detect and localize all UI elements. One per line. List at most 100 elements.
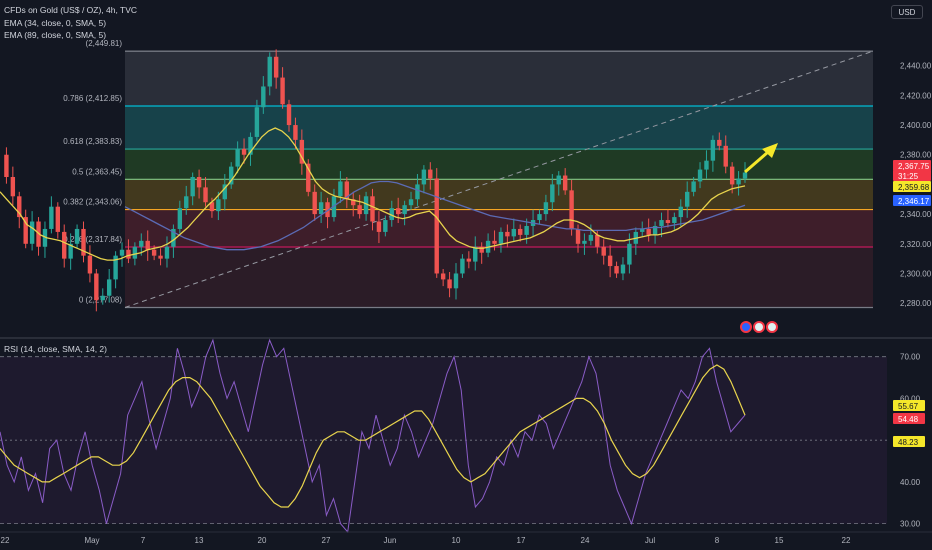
candle-body [267,56,272,87]
time-tick-label: 24 [581,536,590,545]
candle-body [248,136,253,155]
price-tag: 31:25 [898,172,919,181]
candle-body [216,199,221,212]
rsi-tick-label: 60.00 [900,394,921,403]
candle-body [363,196,369,215]
candle-body [640,228,645,232]
time-axis[interactable]: 22 May 7 13 20 27 Jun 10 17 24 Jul 8 15 22 [0,531,932,545]
candle-body [235,148,240,167]
time-tick-label: 13 [195,536,204,545]
fib-label: 0.236 (2,317.84) [63,235,122,244]
candle-body [550,184,555,203]
candle-body [306,163,311,192]
candle-body [229,166,234,185]
candle-body [627,243,632,265]
time-tick-label: 20 [258,536,267,545]
candle-body [492,240,497,244]
annotations [740,143,778,333]
rsi-pane [0,337,932,534]
candle-body [29,221,35,244]
candle-body [94,273,99,301]
time-tick-label: Jul [645,536,655,545]
rsi-tick-label: 30.00 [900,520,921,529]
candle-body [729,166,735,185]
time-tick-label: 10 [452,536,461,545]
target-arrow-shaft [744,150,769,174]
ema34-line [0,127,746,261]
rsi-tag-background [893,400,925,411]
candle-body [55,206,61,232]
candle-body [562,175,568,191]
time-tick-label: 22 [1,536,10,545]
ema89-line [124,180,746,251]
candle-body [447,279,452,289]
candle-body [524,225,529,235]
rsi-tag: 54.48 [898,415,919,424]
price-tick-label: 2,380.00 [900,151,932,160]
fibonacci-retracement[interactable] [0,0,887,338]
candle-body [68,243,73,259]
candle-body [453,273,459,289]
ema34-legend[interactable]: EMA (34, close, 0, SMA, 5) [4,18,107,28]
candle-body [440,273,446,280]
candle-body [190,177,195,197]
candle-body [203,187,208,203]
candle-body [222,184,227,200]
rsi-tag-background [893,436,925,447]
candle-body [684,191,690,207]
candle-body [293,125,298,140]
candle-body [537,214,542,221]
candle-body [280,77,285,105]
rsi-legend[interactable]: RSI (14, close, SMA, 14, 2) [4,344,107,354]
candle-body [607,255,613,267]
rsi-tick-label: 40.00 [900,478,921,487]
candle-body [261,86,266,108]
candle-body [505,231,510,237]
candle-body [126,249,131,259]
time-tick-label: 22 [842,536,851,545]
candle-body [81,228,86,256]
candle-body [575,228,581,244]
candle-body [518,228,523,235]
rsi-band [0,356,887,524]
candle-body [697,169,703,182]
currency-button[interactable]: USD [891,5,923,19]
candle-body [665,220,671,224]
candle-body [672,217,677,224]
price-tag-background [893,181,931,192]
candle-body [588,234,594,241]
candle-body [428,169,433,179]
candle-body [601,246,606,256]
candle-body [286,104,292,126]
candle-body [119,249,125,256]
rsi-tag: 48.23 [898,438,919,447]
candle-body [184,196,189,209]
symbol-legend[interactable]: CFDs on Gold (US$ / OZ), 4h, TVC [4,5,138,15]
candle-body [556,175,561,185]
ema89-legend[interactable]: EMA (89, close, 0, SMA, 5) [4,30,107,40]
candle-body [511,228,516,237]
candle-body [357,205,362,215]
candle-body [23,217,28,244]
candle-body [466,258,472,262]
candle-body [582,240,587,244]
fib-label: 0.618 (2,383.83) [63,137,122,146]
candle-body [652,225,658,235]
candle-body [10,177,16,197]
time-tick-label: Jun [384,536,397,545]
candle-body [113,255,118,280]
candle-body [351,199,356,206]
candle-body [595,234,600,247]
time-tick-label: 8 [715,536,720,545]
candle-body [139,240,144,247]
candle-body [395,208,401,215]
ema-lines [0,127,746,261]
candle-body [196,177,202,188]
candle-body [49,206,54,229]
candle-body [338,181,343,197]
fib-zone-top [125,51,873,106]
price-axis[interactable]: 2,440.002,420.002,400.002,380.002,360.00… [887,0,932,338]
time-tick-label: 17 [517,536,526,545]
